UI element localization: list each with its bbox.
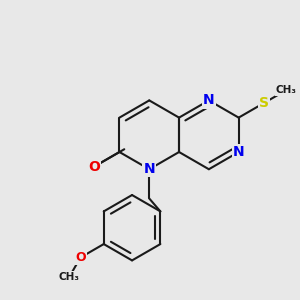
- Text: N: N: [233, 145, 244, 159]
- Text: O: O: [75, 251, 86, 264]
- Text: S: S: [259, 96, 269, 110]
- Text: N: N: [203, 93, 215, 107]
- Text: O: O: [88, 160, 100, 174]
- Text: CH₃: CH₃: [59, 272, 80, 282]
- Text: N: N: [143, 162, 155, 176]
- Text: CH₃: CH₃: [276, 85, 297, 95]
